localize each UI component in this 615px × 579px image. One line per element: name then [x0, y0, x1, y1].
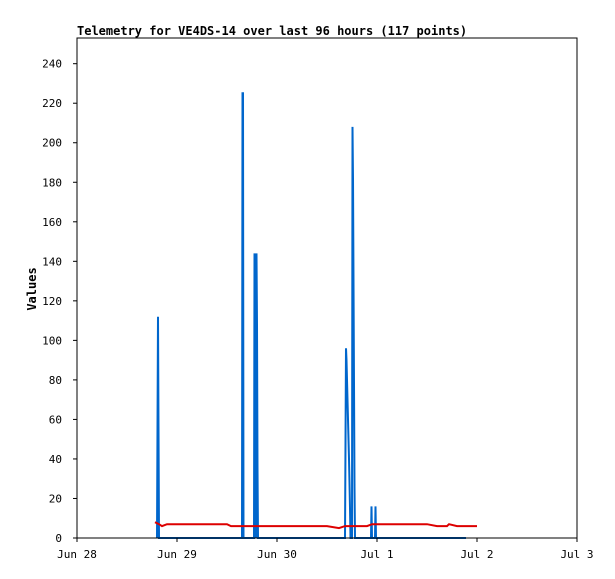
y-tick-label: 80: [49, 374, 62, 387]
series-line-1: [154, 521, 477, 530]
y-tick-label: 100: [42, 334, 62, 347]
x-tick-label: Jun 30: [257, 548, 297, 561]
y-tick-label: 220: [42, 97, 62, 110]
y-tick-label: 40: [49, 453, 62, 466]
plot-frame: [76, 37, 578, 539]
x-tick-label: Jun 29: [157, 548, 197, 561]
y-tick-label: 20: [49, 492, 62, 505]
y-tick-label: 200: [42, 137, 62, 150]
y-tick-label: 180: [42, 176, 62, 189]
x-tick-label: Jun 28: [57, 548, 97, 561]
y-tick-label: 60: [49, 413, 62, 426]
y-tick-label: 240: [42, 58, 62, 71]
y-axis-label: Values: [25, 267, 39, 310]
x-tick-label: Jul 3: [560, 548, 593, 561]
axis-layer: 0 20 40 60 80 100 120 140 160 180 200 220 240 Jun 28 J…: [42, 58, 593, 561]
x-tick-label: Jul 2: [460, 548, 493, 561]
y-tick-label: 160: [42, 216, 62, 229]
x-tick-label: Jul 1: [360, 548, 393, 561]
y-tick-label: 0: [55, 532, 62, 545]
y-tick-label: 120: [42, 295, 62, 308]
chart-title: Telemetry for VE4DS-14 over last 96 hour…: [77, 24, 467, 38]
y-tick-label: 140: [42, 255, 62, 268]
